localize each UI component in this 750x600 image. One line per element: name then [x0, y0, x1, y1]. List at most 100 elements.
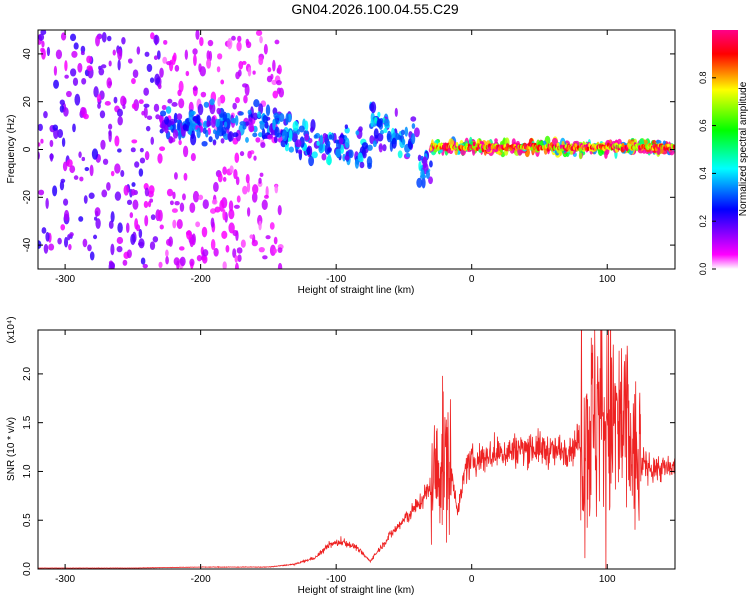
spectrogram-cell — [202, 249, 209, 257]
x-tick-label: -200 — [191, 574, 211, 585]
spectrogram-cell — [186, 230, 192, 240]
spectrogram-cell — [179, 202, 185, 212]
spectrogram-cell — [199, 36, 204, 47]
spectrogram-cell — [100, 139, 106, 150]
spectrogram-cell — [176, 113, 183, 121]
spectrogram-cell — [362, 151, 367, 159]
spectrogram-cell — [176, 218, 183, 230]
spectrogram-cell — [249, 234, 254, 239]
spectrogram-cell — [174, 64, 180, 72]
colorbar-tick-label: 0.6 — [698, 119, 708, 132]
spectrogram-cell — [306, 146, 311, 156]
spectrogram-cell — [95, 218, 101, 229]
spectrogram-cell — [255, 30, 263, 36]
spectrogram-cell — [277, 262, 283, 269]
spectrogram-cell — [174, 172, 178, 180]
spectrogram-cell — [277, 64, 282, 75]
spectrogram-cell — [144, 150, 150, 161]
spectrogram-cell — [252, 184, 259, 195]
spectrogram-cell — [245, 41, 252, 49]
spectrogram-cell — [361, 142, 369, 150]
spectrogram-cell — [143, 87, 150, 96]
spectrogram-cell — [45, 231, 50, 242]
spectrogram-cell — [161, 104, 167, 111]
spectrogram-y-axis-label: Frequency (Hz) — [6, 115, 17, 184]
spectrogram-cell — [144, 51, 150, 57]
spectrogram-cell — [272, 118, 276, 131]
spectrogram-cell — [222, 176, 227, 182]
spectrogram-cell — [232, 132, 239, 138]
spectrogram-cell — [258, 246, 265, 253]
spectrogram-cell — [198, 63, 202, 73]
spectrogram-cell — [134, 161, 140, 168]
colorbar-label: Normalized spectral amplitude — [738, 81, 749, 216]
spectrogram-cell — [401, 138, 406, 146]
spectrogram-cell — [107, 81, 113, 86]
spectrogram-cell — [81, 156, 86, 162]
spectrogram-cell — [63, 236, 69, 248]
colorbar-tick-label: 0.2 — [698, 215, 708, 228]
spectrogram-cell — [338, 137, 344, 145]
spectrogram-cell — [210, 238, 216, 251]
spectrogram-cell — [207, 39, 214, 47]
spectrogram-cell — [265, 186, 269, 198]
spectrogram-cell — [355, 130, 360, 136]
spectrogram-cell — [165, 106, 172, 114]
spectrogram-cell — [62, 161, 68, 172]
spectrogram-cell — [281, 129, 288, 142]
spectrogram-cell — [206, 50, 211, 61]
spectrogram-cell — [150, 136, 155, 145]
spectrogram-cell — [269, 222, 275, 230]
spectrogram-cell — [66, 90, 72, 98]
spectrogram-cell — [228, 200, 234, 212]
spectrogram-cell — [230, 117, 237, 124]
spectrogram-cell — [202, 199, 209, 210]
spectrogram-cell — [278, 87, 285, 98]
spectrogram-cell — [217, 53, 223, 60]
spectrogram-cell — [273, 135, 278, 144]
spectrogram-cell — [164, 125, 169, 134]
spectrogram-cell — [227, 131, 234, 142]
spectrogram-cell — [122, 259, 128, 266]
spectrogram-cell — [40, 138, 44, 144]
spectrogram-cell — [158, 261, 163, 269]
spectrogram-cell — [71, 50, 78, 58]
spectrogram-cell — [260, 141, 266, 148]
spectrogram-cell — [163, 39, 168, 45]
spectrogram-cell — [405, 152, 411, 158]
spectrogram-cell — [179, 256, 186, 267]
spectrogram-cell — [178, 80, 184, 93]
spectrogram-cell — [367, 162, 372, 170]
spectrogram-cell — [110, 243, 115, 256]
spectrogram-cell — [422, 156, 428, 168]
spectrogram-cell — [130, 147, 136, 153]
spectrogram-cell — [104, 101, 111, 106]
spectrogram-cell — [304, 120, 309, 132]
spectrogram-cell — [63, 107, 69, 117]
spectrogram-cell — [120, 169, 125, 178]
spectrogram-cell — [229, 165, 234, 174]
spectrogram-cell — [79, 176, 84, 182]
spectrogram-cell — [198, 194, 204, 201]
spectrogram-cell — [189, 258, 195, 267]
spectrogram-cell — [310, 126, 314, 133]
spectrogram-cell — [178, 98, 185, 109]
spectrogram-cell — [239, 151, 245, 157]
spectrogram-cell — [267, 67, 272, 73]
spectrogram-cell — [143, 200, 149, 209]
spectrogram-cell — [169, 200, 174, 206]
spectrogram-cell — [266, 75, 273, 83]
spectrogram-cell — [410, 116, 417, 122]
spectrogram-cell — [101, 189, 108, 198]
spectrogram-cell — [110, 211, 115, 223]
spectrogram-cell — [114, 191, 122, 201]
spectrogram-cell — [216, 130, 220, 136]
spectrogram-cell — [296, 128, 300, 135]
spectrogram-cell — [182, 193, 186, 201]
spectrogram-cell — [383, 128, 388, 134]
spectrogram-cell — [145, 125, 151, 132]
spectrogram-cell — [117, 116, 123, 126]
spectrogram-cell — [189, 236, 194, 248]
y-tick-label: 1.0 — [22, 464, 33, 478]
spectrogram-cell — [172, 129, 179, 139]
